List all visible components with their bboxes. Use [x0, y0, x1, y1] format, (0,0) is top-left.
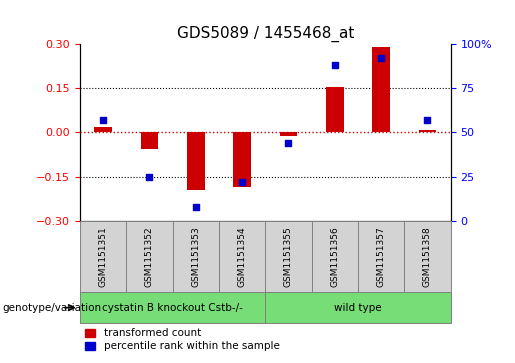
- Bar: [233, 132, 251, 187]
- Bar: [265, 292, 451, 323]
- Point: [284, 140, 293, 146]
- Text: GSM1151358: GSM1151358: [423, 227, 432, 287]
- Bar: [94, 127, 112, 132]
- Text: wild type: wild type: [334, 303, 382, 313]
- Bar: [126, 221, 173, 292]
- Point: [423, 117, 432, 123]
- Bar: [265, 221, 312, 292]
- Point: [238, 179, 246, 185]
- Point: [192, 204, 200, 210]
- Bar: [312, 221, 358, 292]
- Bar: [372, 46, 390, 132]
- Text: cystatin B knockout Cstb-/-: cystatin B knockout Cstb-/-: [102, 303, 243, 313]
- Bar: [219, 221, 265, 292]
- Text: GSM1151355: GSM1151355: [284, 227, 293, 287]
- Bar: [80, 221, 126, 292]
- Text: GSM1151351: GSM1151351: [98, 227, 108, 287]
- Bar: [326, 86, 344, 132]
- Point: [145, 174, 153, 180]
- Legend: transformed count, percentile rank within the sample: transformed count, percentile rank withi…: [85, 328, 280, 351]
- Point: [331, 62, 339, 68]
- Bar: [419, 130, 436, 132]
- Bar: [80, 292, 265, 323]
- Text: GSM1151354: GSM1151354: [237, 227, 247, 287]
- Text: GSM1151353: GSM1151353: [191, 227, 200, 287]
- Bar: [141, 132, 158, 149]
- Bar: [358, 221, 404, 292]
- Bar: [280, 132, 297, 136]
- Bar: [187, 132, 204, 190]
- Text: GSM1151357: GSM1151357: [376, 227, 386, 287]
- Text: genotype/variation: genotype/variation: [3, 303, 101, 313]
- Point: [377, 55, 385, 61]
- Text: GSM1151352: GSM1151352: [145, 227, 154, 287]
- Text: GSM1151356: GSM1151356: [330, 227, 339, 287]
- Title: GDS5089 / 1455468_at: GDS5089 / 1455468_at: [177, 26, 354, 42]
- Point: [99, 117, 107, 123]
- Bar: [173, 221, 219, 292]
- Bar: [404, 221, 451, 292]
